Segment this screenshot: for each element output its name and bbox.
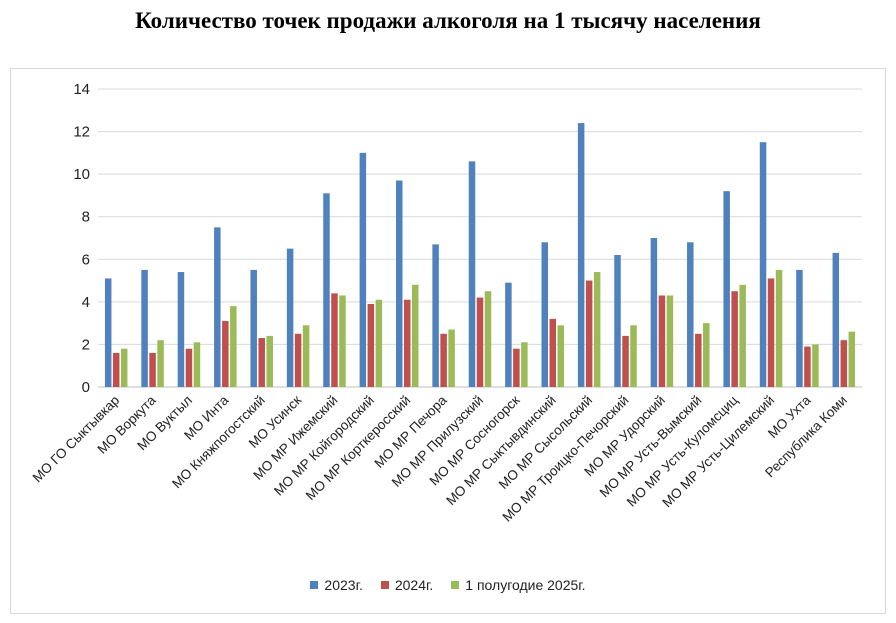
- bar-3-3: [193, 342, 201, 387]
- bar-2-10: [440, 333, 447, 387]
- bar-2-1: [112, 352, 120, 387]
- bar-2-12: [513, 348, 520, 387]
- bar-2-4: [222, 321, 229, 387]
- bar-1-5: [250, 269, 257, 387]
- legend-label: 2024г.: [394, 577, 434, 593]
- y-tick-label: 0: [82, 379, 90, 396]
- legend-item-3: 1 полугодие 2025г.: [451, 577, 586, 593]
- bar-1-11: [468, 161, 476, 387]
- y-axis-ticks: 0 2 4 6 8 10 12 14: [73, 81, 90, 396]
- bar-3-2: [157, 340, 164, 387]
- bar-1-4: [214, 227, 221, 387]
- y-tick-label: 8: [82, 209, 90, 226]
- chart-title: Количество точек продажи алкоголя на 1 т…: [135, 8, 761, 33]
- bar-2-19: [767, 278, 775, 387]
- y-tick-label: 2: [82, 336, 90, 353]
- bar-2-7: [331, 293, 338, 387]
- bar-3-4: [230, 306, 237, 387]
- bar-1-7: [323, 193, 330, 387]
- bar-2-6: [294, 333, 302, 387]
- bar-1-18: [723, 191, 730, 387]
- bars: [104, 123, 856, 388]
- bar-2-2: [149, 352, 156, 387]
- bar-3-7: [339, 295, 346, 387]
- bar-3-14: [593, 272, 601, 387]
- legend-item-1: 2023г.: [310, 577, 363, 593]
- legend-item-2: 2024г.: [380, 577, 434, 593]
- bar-1-10: [432, 244, 439, 387]
- bar-2-11: [476, 297, 484, 387]
- bar-3-12: [521, 342, 528, 387]
- bar-2-9: [403, 299, 411, 387]
- legend-swatch: [451, 581, 460, 589]
- bar-1-14: [577, 123, 585, 388]
- bar-3-1: [120, 348, 128, 387]
- bar-3-16: [666, 295, 674, 387]
- bar-2-16: [658, 295, 666, 387]
- bar-3-6: [302, 325, 310, 387]
- bar-1-8: [359, 152, 367, 387]
- bar-3-15: [630, 325, 637, 387]
- bar-2-15: [622, 335, 629, 387]
- bar-1-20: [796, 269, 803, 387]
- bar-1-3: [177, 272, 185, 387]
- bar-3-5: [266, 335, 273, 387]
- bar-1-19: [759, 142, 767, 387]
- bar-1-16: [650, 238, 658, 387]
- bar-1-6: [286, 248, 294, 387]
- bar-3-19: [775, 269, 783, 387]
- bar-1-17: [687, 242, 694, 387]
- bar-2-17: [695, 333, 702, 387]
- bar-3-17: [703, 323, 710, 387]
- bar-2-21: [840, 340, 848, 387]
- bar-3-8: [375, 299, 383, 387]
- bar-1-12: [505, 282, 512, 387]
- bar-3-9: [411, 284, 419, 387]
- bar-3-11: [484, 291, 492, 387]
- bar-3-18: [739, 284, 746, 387]
- y-tick-label: 14: [73, 81, 90, 98]
- bar-2-3: [185, 348, 193, 387]
- bar-2-18: [731, 291, 738, 387]
- bar-3-10: [448, 329, 455, 387]
- y-tick-label: 10: [73, 166, 90, 183]
- legend: 2023г. 2024г. 1 полугодие 2025г.: [0, 577, 896, 593]
- bar-1-2: [141, 269, 148, 387]
- y-tick-label: 6: [82, 251, 90, 268]
- bar-1-1: [104, 278, 112, 387]
- bar-1-9: [395, 180, 403, 387]
- bar-3-20: [812, 344, 819, 387]
- bar-2-20: [804, 346, 811, 387]
- legend-label: 1 полугодие 2025г.: [465, 577, 586, 593]
- bar-2-5: [258, 338, 265, 387]
- chart-frame: [10, 68, 886, 614]
- legend-swatch: [380, 581, 389, 589]
- bar-1-15: [614, 255, 621, 387]
- bar-1-21: [832, 252, 840, 387]
- bar-3-21: [848, 331, 856, 387]
- y-tick-label: 4: [82, 294, 90, 311]
- bar-3-13: [557, 325, 565, 387]
- bar-2-14: [585, 280, 593, 387]
- legend-swatch: [310, 581, 319, 589]
- bar-2-8: [367, 303, 375, 387]
- legend-label: 2023г.: [324, 577, 363, 593]
- y-tick-label: 12: [73, 124, 90, 141]
- bar-2-13: [549, 318, 557, 387]
- bar-1-13: [541, 242, 549, 387]
